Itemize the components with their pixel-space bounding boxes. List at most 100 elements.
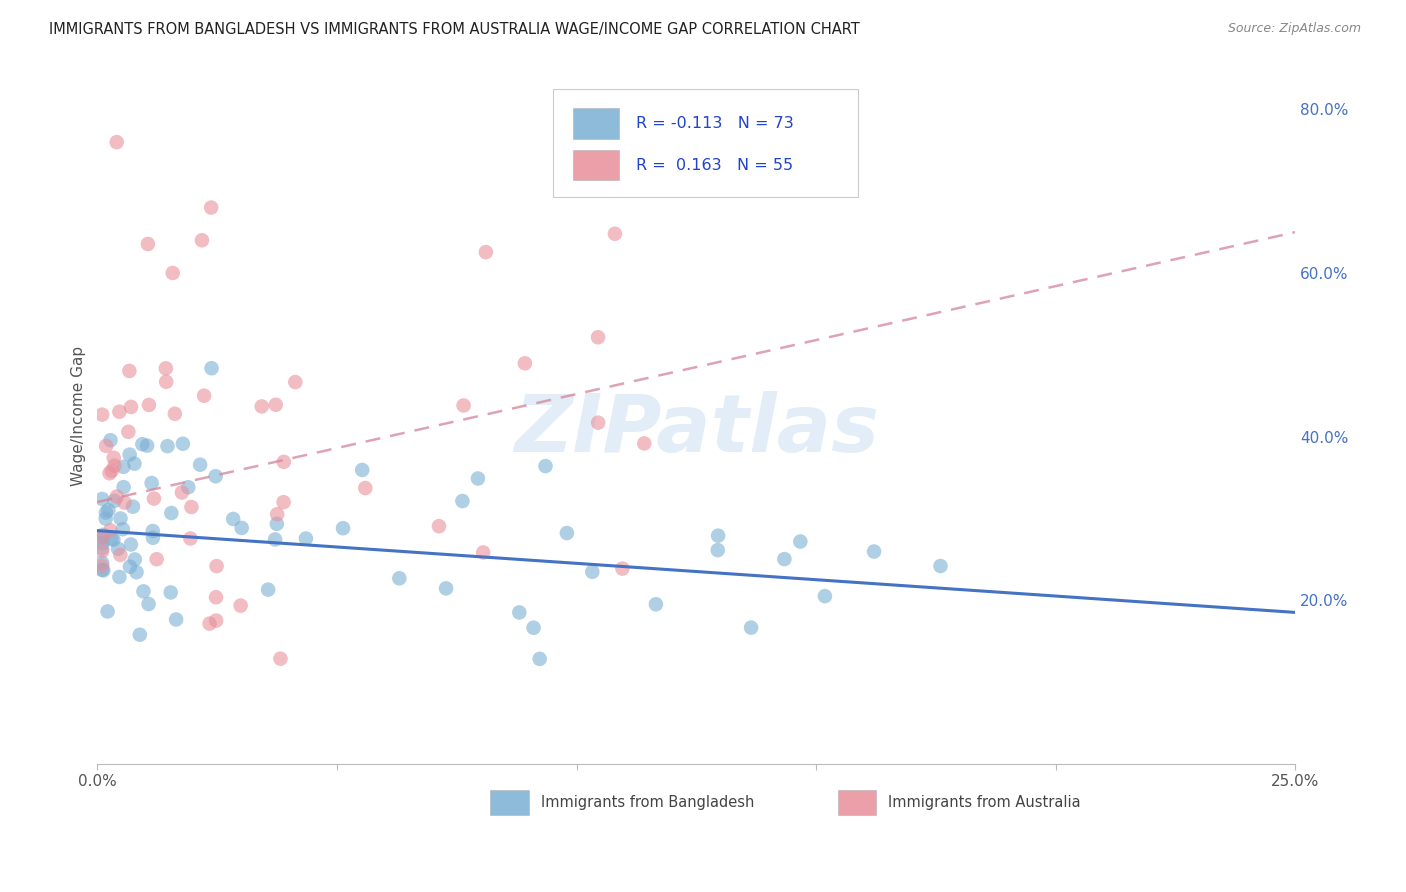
Point	[427, 519, 450, 533]
Point	[352, 463, 374, 477]
Point	[200, 361, 222, 376]
Point	[108, 405, 131, 419]
Point	[94, 506, 117, 520]
Text: IMMIGRANTS FROM BANGLADESH VS IMMIGRANTS FROM AUSTRALIA WAGE/INCOME GAP CORRELAT: IMMIGRANTS FROM BANGLADESH VS IMMIGRANTS…	[49, 22, 860, 37]
Point	[125, 566, 148, 580]
Point	[332, 521, 354, 535]
Point	[155, 375, 177, 389]
Point	[111, 522, 134, 536]
Text: R =  0.163   N = 55: R = 0.163 N = 55	[637, 158, 793, 173]
Text: Source: ZipAtlas.com: Source: ZipAtlas.com	[1227, 22, 1361, 36]
Point	[508, 606, 530, 620]
Point	[110, 511, 132, 525]
Point	[264, 533, 287, 547]
Point	[269, 651, 291, 665]
Point	[773, 552, 796, 566]
Point	[91, 536, 114, 550]
Point	[103, 493, 125, 508]
Point	[128, 628, 150, 642]
Point	[91, 544, 114, 558]
Point	[229, 599, 252, 613]
Point	[257, 582, 280, 597]
Point	[91, 558, 114, 573]
FancyBboxPatch shape	[838, 790, 876, 815]
Point	[142, 491, 165, 506]
Point	[612, 561, 634, 575]
Point	[155, 361, 177, 376]
Point	[132, 584, 155, 599]
Point	[94, 511, 117, 525]
Point	[98, 524, 121, 538]
Point	[467, 471, 489, 485]
FancyBboxPatch shape	[574, 108, 619, 139]
Point	[122, 500, 145, 514]
Point	[273, 455, 295, 469]
Point	[200, 201, 222, 215]
Point	[472, 545, 495, 559]
Point	[180, 500, 202, 514]
Point	[193, 389, 215, 403]
Point	[205, 614, 228, 628]
Point	[513, 356, 536, 370]
Point	[91, 531, 114, 545]
Point	[120, 400, 142, 414]
Point	[124, 457, 146, 471]
FancyBboxPatch shape	[553, 89, 858, 197]
Point	[91, 528, 114, 542]
Point	[114, 495, 136, 509]
Point	[91, 563, 114, 577]
Point	[434, 582, 457, 596]
Point	[204, 469, 226, 483]
Point	[156, 439, 179, 453]
Point	[740, 621, 762, 635]
Point	[138, 398, 160, 412]
Point	[105, 490, 128, 504]
Point	[91, 530, 114, 544]
Point	[250, 400, 273, 414]
Text: ZIPatlas: ZIPatlas	[515, 391, 879, 469]
Point	[98, 467, 121, 481]
Point	[120, 537, 142, 551]
Point	[191, 233, 214, 247]
Point	[103, 450, 125, 465]
Point	[162, 266, 184, 280]
Point	[100, 434, 122, 448]
Point	[814, 589, 837, 603]
Point	[91, 491, 114, 506]
Point	[633, 436, 655, 450]
Point	[205, 559, 228, 574]
FancyBboxPatch shape	[574, 150, 619, 180]
Point	[273, 495, 295, 509]
Point	[103, 533, 125, 547]
Point	[284, 375, 307, 389]
Point	[451, 494, 474, 508]
Point	[603, 227, 626, 241]
Point	[138, 597, 160, 611]
Point	[165, 612, 187, 626]
Point	[107, 541, 129, 556]
Text: R = -0.113   N = 73: R = -0.113 N = 73	[637, 116, 794, 131]
Y-axis label: Wage/Income Gap: Wage/Income Gap	[72, 346, 86, 486]
Point	[198, 616, 221, 631]
Point	[91, 563, 114, 577]
Point	[388, 571, 411, 585]
Point	[534, 459, 557, 474]
Point	[266, 508, 288, 522]
Text: Immigrants from Bangladesh: Immigrants from Bangladesh	[541, 795, 754, 810]
Point	[205, 591, 228, 605]
Point	[97, 503, 120, 517]
Point	[110, 548, 132, 562]
Point	[179, 532, 201, 546]
Point	[100, 532, 122, 546]
Point	[118, 364, 141, 378]
Point	[586, 330, 609, 344]
Point	[522, 621, 544, 635]
Point	[266, 516, 288, 531]
Point	[103, 458, 125, 473]
Point	[188, 458, 211, 472]
Point	[160, 506, 183, 520]
Point	[295, 532, 318, 546]
Point	[91, 408, 114, 422]
Point	[354, 481, 377, 495]
Point	[231, 521, 253, 535]
